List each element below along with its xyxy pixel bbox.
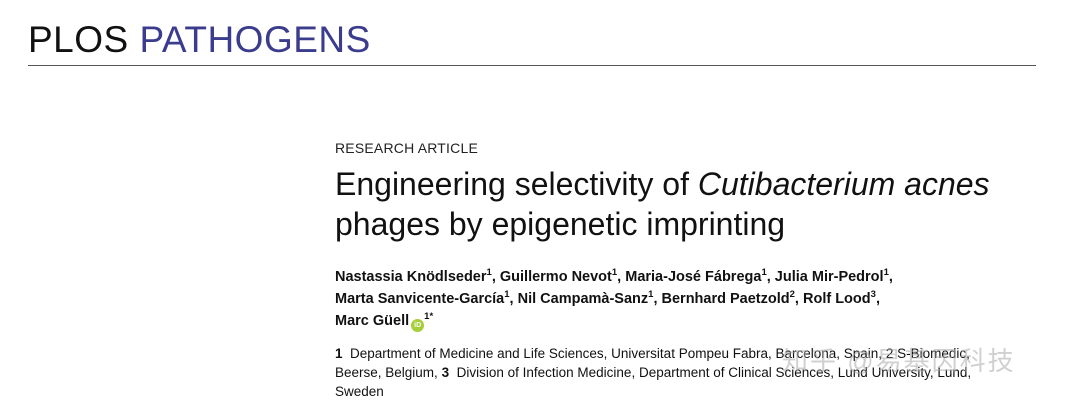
author-affiliation-mark: 2 xyxy=(789,289,795,301)
author-list: Nastassia Knödlseder1, Guillermo Nevot1,… xyxy=(335,266,1035,332)
affiliation-text: Department of Medicine and Life Sciences… xyxy=(350,346,970,361)
author-affiliation-mark: 1 xyxy=(648,289,654,301)
orcid-icon[interactable]: iD xyxy=(411,319,425,332)
author-name[interactable]: Bernhard Paetzold xyxy=(661,291,790,307)
author-name[interactable]: Marta Sanvicente-García xyxy=(335,291,505,307)
author-affiliation-mark: 1 xyxy=(883,267,889,279)
author-name[interactable]: Maria-José Fábrega xyxy=(625,269,762,285)
header-divider xyxy=(28,65,1036,66)
author-name[interactable]: Julia Mir-Pedrol xyxy=(774,269,884,285)
journal-name-plos: PLOS xyxy=(28,19,129,60)
author-affiliation-mark: 1 xyxy=(611,267,618,279)
author-affiliation-mark: 3 xyxy=(870,289,876,301)
article-title: Engineering selectivity of Cutibacterium… xyxy=(335,164,1055,244)
article-type: RESEARCH ARTICLE xyxy=(335,140,478,156)
author-name[interactable]: Nil Campamà-Sanz xyxy=(517,291,649,307)
affiliation-number: 3 xyxy=(441,365,450,380)
affiliation-text: Division of Infection Medicine, Departme… xyxy=(456,365,972,380)
author-affiliation-mark: 1 xyxy=(486,267,492,279)
affiliation-text: Beerse, Belgium, xyxy=(335,365,438,380)
affiliation-number: 1 xyxy=(335,346,343,361)
author-affiliation-mark: 1 xyxy=(761,267,767,279)
author-name[interactable]: Rolf Lood xyxy=(802,291,871,307)
title-part1: Engineering selectivity of xyxy=(335,166,698,202)
affiliation-list: 1 Department of Medicine and Life Scienc… xyxy=(335,344,1035,401)
corresponding-author-mark: * xyxy=(429,311,434,323)
author-affiliation-mark: 1 xyxy=(504,289,510,301)
author-name[interactable]: Nastassia Knödlseder xyxy=(335,269,487,285)
affiliation-text: Sweden xyxy=(335,384,384,399)
author-name[interactable]: Guillermo Nevot xyxy=(499,269,612,285)
title-part2: phages by epigenetic imprinting xyxy=(335,206,786,242)
author-name[interactable]: Marc Güell xyxy=(335,313,410,329)
author-affiliation-mark: 1 xyxy=(424,311,430,323)
journal-name-pathogens: PATHOGENS xyxy=(139,19,371,60)
title-species: Cutibacterium acnes xyxy=(697,166,990,202)
journal-logo: PLOS PATHOGENS xyxy=(28,18,371,62)
